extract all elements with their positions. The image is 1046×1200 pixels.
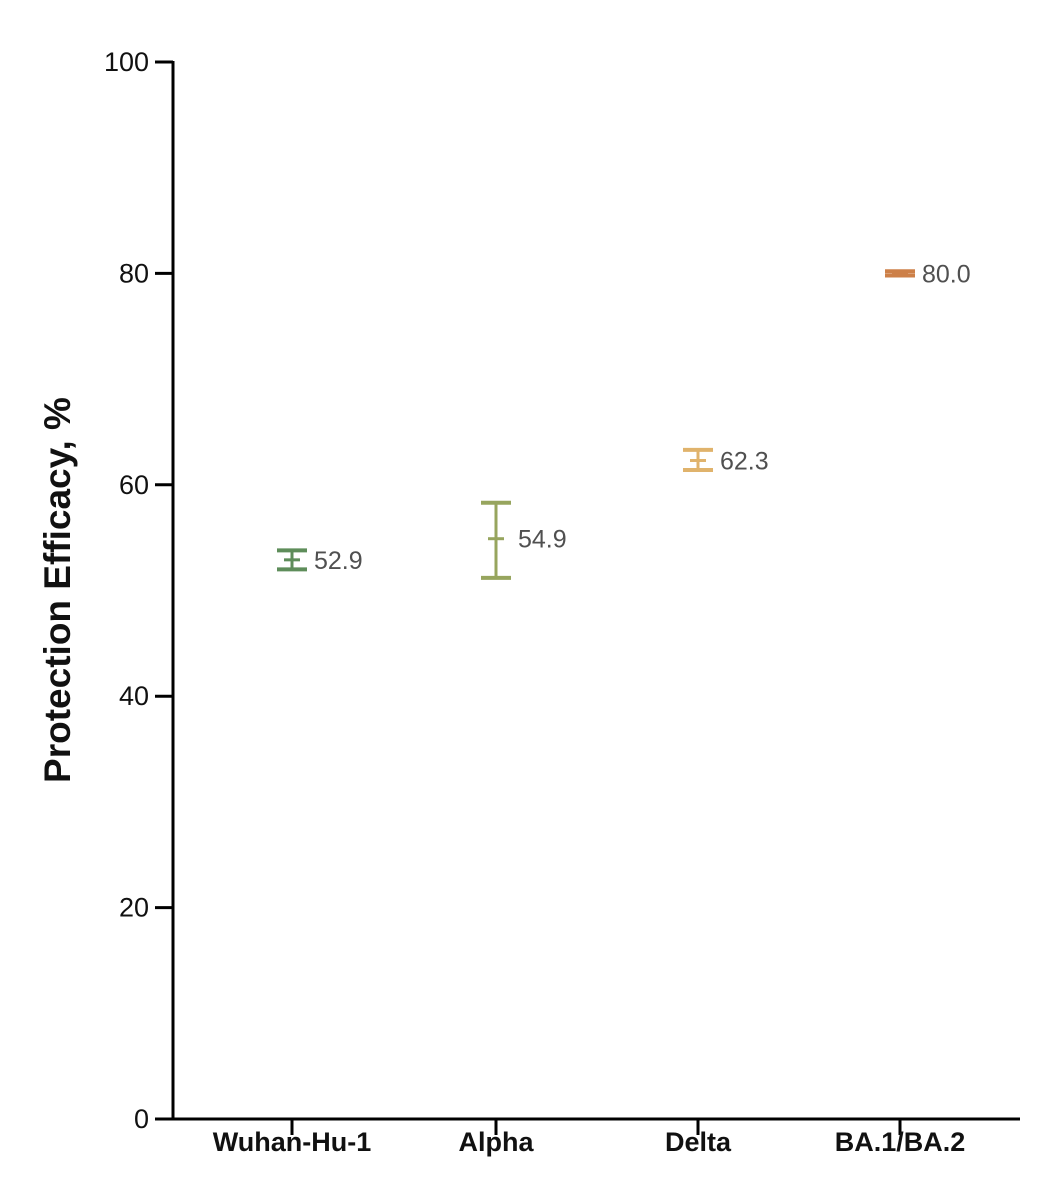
x-axis-categories: Wuhan-Hu-1 Alpha Delta BA.1/BA.2: [213, 1119, 966, 1157]
axes: [171, 61, 1020, 1121]
data-point-group: 54.9: [481, 500, 567, 580]
y-tick-label: 0: [134, 1104, 149, 1134]
x-category-label: Wuhan-Hu-1: [213, 1127, 371, 1157]
data-value-label: 52.9: [314, 547, 363, 575]
data-point-group: 80.0: [885, 260, 971, 288]
y-axis-ticks: 0 20 40 60 80 100: [104, 47, 173, 1134]
data-value-label: 54.9: [518, 526, 567, 554]
data-point-group: 62.3: [683, 447, 769, 475]
y-tick-label: 80: [119, 258, 149, 288]
x-category-label: Alpha: [458, 1127, 534, 1157]
data-marks: 52.9 54.9 62.3 80.0: [277, 260, 971, 580]
x-category-label: BA.1/BA.2: [835, 1127, 966, 1157]
x-category-label: Delta: [665, 1127, 732, 1157]
data-value-label: 62.3: [720, 447, 769, 475]
data-point-group: 52.9: [277, 547, 363, 575]
y-axis-title: Protection Efficacy, %: [37, 397, 78, 783]
y-tick-label: 40: [119, 681, 149, 711]
y-tick-label: 100: [104, 47, 149, 77]
y-tick-label: 20: [119, 893, 149, 923]
y-tick-label: 60: [119, 470, 149, 500]
data-value-label: 80.0: [922, 260, 971, 288]
